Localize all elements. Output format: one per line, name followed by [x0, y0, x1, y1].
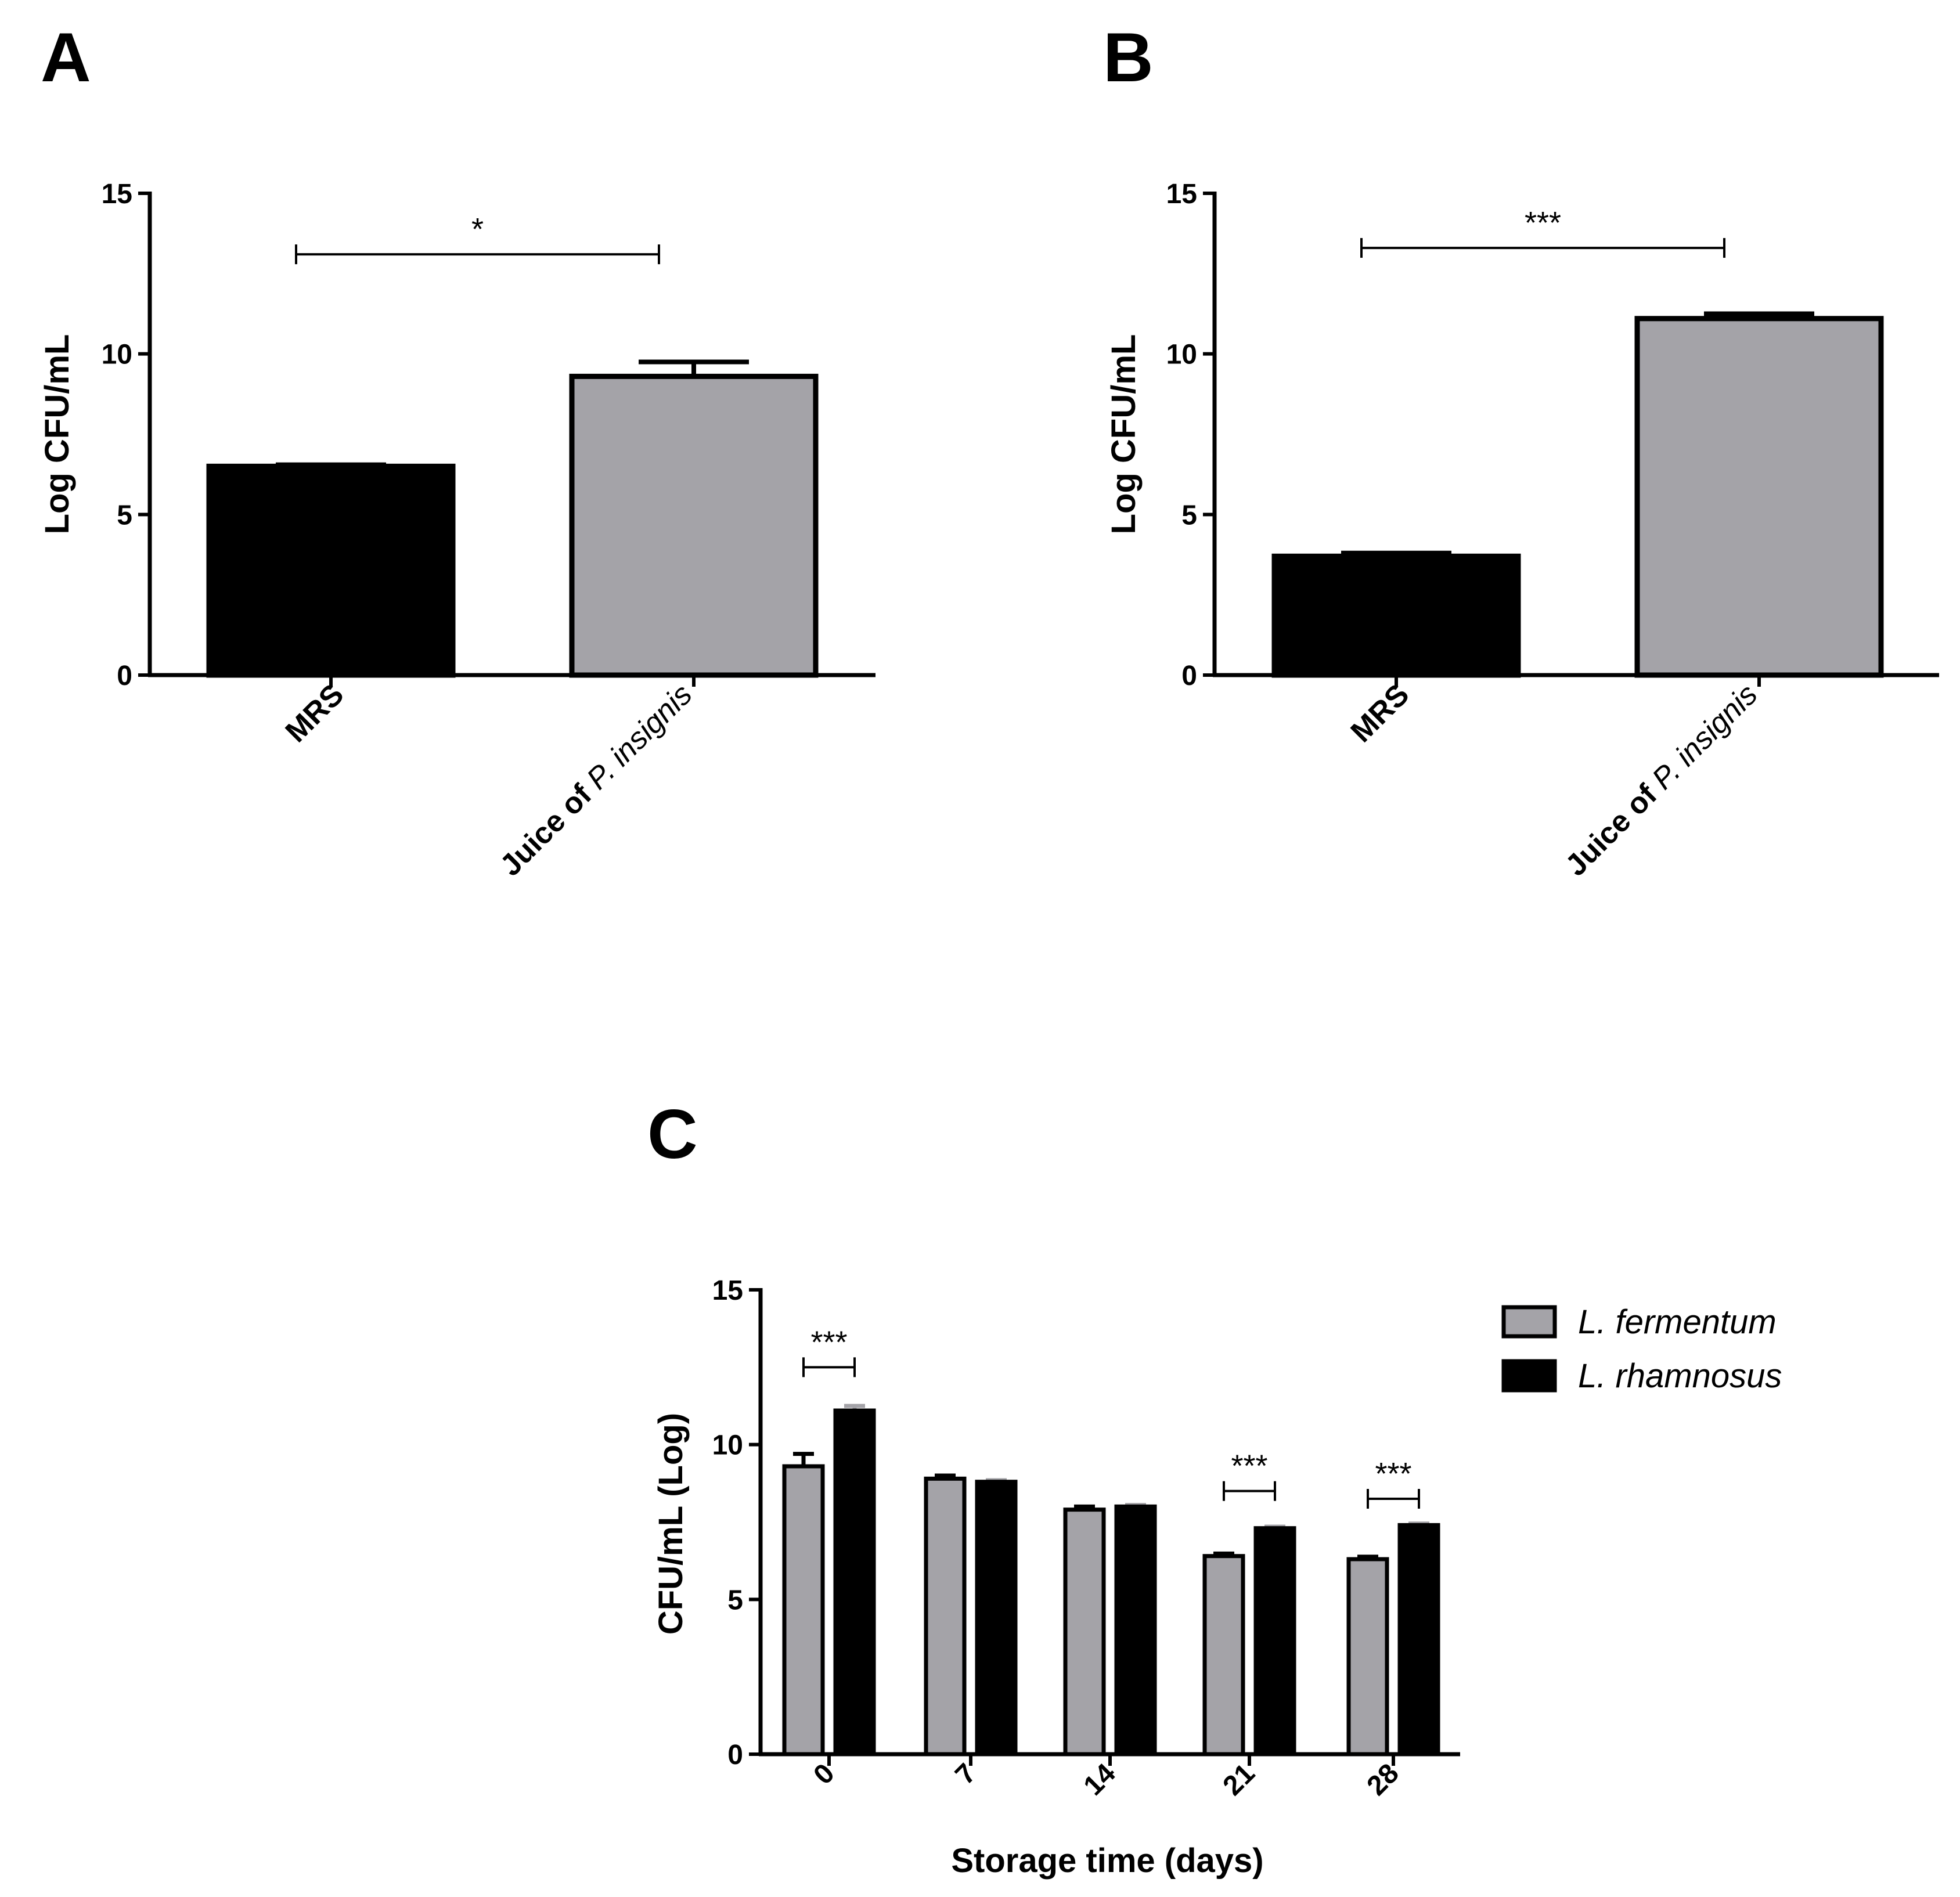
y-tick-label: 10 [102, 340, 132, 370]
bar-0-4 [1346, 1557, 1389, 1757]
panel-c: C 0 5 10 15 CFU/mL (Log) 0 7 14 21 28 Storage time … [647, 1095, 1782, 1880]
category-label-text: MRS [279, 677, 351, 749]
bar-0 [1271, 553, 1521, 678]
bar-1-1 [975, 1480, 1018, 1757]
x-tick-label: 7 [949, 1758, 982, 1790]
category-label: Juice of P. insignis [493, 677, 698, 882]
category-label-text: Juice of [1559, 772, 1669, 882]
panel-letter: C [647, 1095, 698, 1173]
significance-label: *** [810, 1325, 847, 1359]
bar-1 [569, 373, 819, 678]
bar-0-0 [782, 1464, 825, 1757]
category-label: MRS [279, 677, 351, 749]
legend-swatch [1501, 1305, 1557, 1339]
panel-b: B 0 5 10 15 Log CFU/mL MRS Juice of P. insignis… [1103, 19, 1939, 882]
category-label-text: MRS [1345, 677, 1416, 749]
x-axis-title: Storage time (days) [951, 1842, 1263, 1880]
bar-1-3 [1253, 1526, 1296, 1757]
bar-1 [1634, 316, 1884, 678]
y-tick-label: 0 [727, 1740, 743, 1770]
x-tick-label: 21 [1217, 1758, 1261, 1801]
category-label: Juice of P. insignis [1559, 677, 1764, 882]
category-label-italic: P. insignis [581, 677, 699, 796]
y-tick-label: 15 [1166, 179, 1197, 210]
significance-bracket: *** [1367, 1456, 1420, 1509]
significance-bracket: *** [1360, 205, 1725, 258]
y-tick-label: 0 [117, 661, 132, 691]
panel-letter: B [1103, 19, 1154, 96]
bar-1-2 [1114, 1504, 1157, 1757]
y-tick-label: 15 [712, 1275, 743, 1306]
legend: L. fermentum L. rhamnosus [1501, 1303, 1782, 1395]
significance-label: *** [1231, 1449, 1267, 1484]
bar-0-3 [1202, 1554, 1245, 1757]
x-tick-label: 14 [1078, 1758, 1122, 1801]
significance-bracket: *** [802, 1325, 856, 1377]
y-tick-label: 15 [102, 179, 132, 210]
category-label: MRS [1345, 677, 1416, 749]
legend-label: L. rhamnosus [1578, 1357, 1782, 1395]
bar-1-0 [833, 1408, 876, 1757]
y-tick-label: 10 [1166, 340, 1197, 370]
significance-bracket: *** [1223, 1449, 1276, 1501]
x-tick-label: 28 [1361, 1758, 1405, 1801]
y-tick-label: 0 [1181, 661, 1197, 691]
y-tick-label: 5 [1181, 500, 1197, 531]
x-tick-label: 0 [808, 1758, 840, 1790]
y-axis-title: Log CFU/mL [38, 334, 76, 535]
panel-letter: A [41, 19, 91, 96]
y-tick-label: 10 [712, 1430, 743, 1461]
bar-0 [206, 463, 456, 678]
category-label-text: Juice of [493, 772, 604, 882]
significance-label: *** [1375, 1456, 1411, 1491]
significance-label: * [471, 212, 484, 247]
legend-swatch [1501, 1359, 1557, 1393]
bar-0-2 [1063, 1507, 1106, 1757]
significance-label: *** [1525, 205, 1561, 240]
significance-bracket: * [295, 212, 660, 265]
bar-1-4 [1397, 1523, 1440, 1757]
legend-label: L. fermentum [1578, 1303, 1777, 1341]
y-tick-label: 5 [727, 1585, 743, 1615]
category-label-italic: P. insignis [1646, 677, 1764, 796]
y-tick-label: 5 [117, 500, 132, 531]
bar-0-1 [924, 1476, 967, 1757]
y-axis-title: Log CFU/mL [1105, 334, 1143, 535]
panel-a: A 0 5 10 15 Log CFU/mL MRS Juice of P. insignis… [38, 19, 875, 882]
y-axis-title: CFU/mL (Log) [652, 1413, 690, 1635]
